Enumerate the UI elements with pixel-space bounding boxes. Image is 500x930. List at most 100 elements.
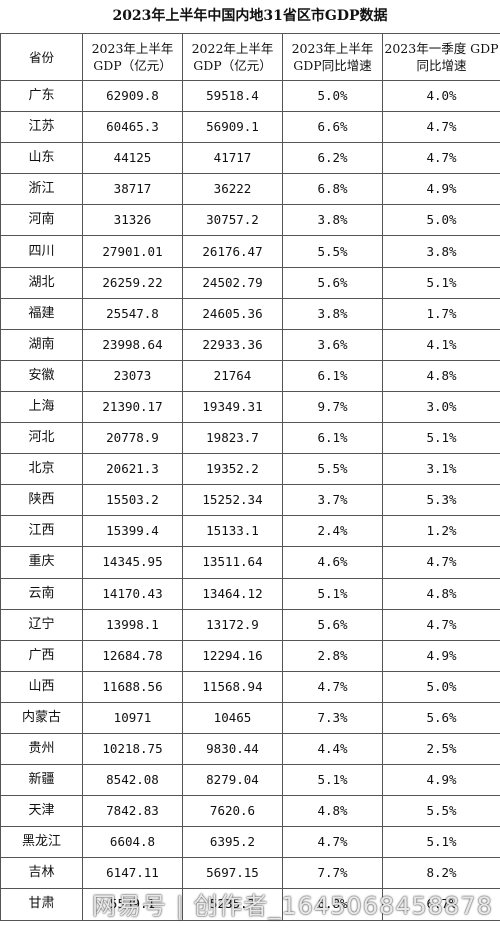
gdp-2023h1-cell: 38717	[82, 173, 183, 206]
gdp-2023h1-cell: 14345.95	[82, 546, 183, 579]
province-cell: 湖北	[0, 266, 83, 299]
growth-2023h1-cell: 4.4%	[282, 732, 383, 766]
province-cell: 天津	[0, 795, 83, 828]
gdp-2023h1-cell: 31326	[82, 204, 183, 237]
gdp-2023h1-cell: 10218.75	[82, 732, 183, 766]
gdp-2022h1-cell: 59518.4	[182, 79, 283, 113]
gdp-2022h1-cell: 15252.34	[182, 484, 283, 517]
growth-2023q1-cell: 4.8%	[382, 359, 500, 392]
gdp-2023h1-cell: 20778.9	[82, 422, 183, 455]
header-province: 省份	[0, 33, 83, 81]
gdp-2023h1-cell: 23073	[82, 359, 183, 392]
province-cell: 黑龙江	[0, 826, 83, 859]
gdp-2022h1-cell: 26176.47	[182, 235, 283, 268]
gdp-2022h1-cell: 6395.2	[182, 826, 283, 859]
gdp-2022h1-cell: 13172.9	[182, 608, 283, 641]
province-cell: 云南	[0, 577, 83, 610]
table-row: 江苏 60465.3 56909.1 6.6% 4.7%	[0, 111, 500, 144]
growth-2023q1-cell: 1.7%	[382, 297, 500, 330]
header-gdp-2022h1: 2022年上半年 GDP（亿元）	[182, 33, 283, 81]
table-row: 黑龙江 6604.8 6395.2 4.7% 5.1%	[0, 826, 500, 859]
province-cell: 福建	[0, 297, 83, 330]
gdp-2022h1-cell: 19352.2	[182, 453, 283, 486]
growth-2023h1-cell: 4.6%	[282, 546, 383, 579]
growth-2023q1-cell: 4.9%	[382, 764, 500, 797]
gdp-2022h1-cell: 24605.36	[182, 297, 283, 330]
gdp-2023h1-cell: 60465.3	[82, 111, 183, 144]
table-row: 吉林 6147.11 5697.15 7.7% 8.2%	[0, 857, 500, 890]
growth-2023h1-cell: 4.8%	[282, 795, 383, 828]
province-cell: 辽宁	[0, 608, 83, 641]
growth-2023h1-cell: 3.7%	[282, 484, 383, 517]
growth-2023q1-cell: 3.8%	[382, 235, 500, 268]
growth-2023q1-cell: 5.1%	[382, 422, 500, 455]
growth-2023q1-cell: 4.1%	[382, 328, 500, 361]
growth-2023h1-cell: 2.4%	[282, 515, 383, 548]
growth-2023q1-cell: 4.7%	[382, 142, 500, 175]
gdp-2022h1-cell: 11568.94	[182, 670, 283, 703]
gdp-2022h1-cell: 36222	[182, 173, 283, 206]
growth-2023q1-cell: 5.0%	[382, 204, 500, 237]
gdp-2023h1-cell: 62909.8	[82, 79, 183, 113]
table-row: 广东 62909.8 59518.4 5.0% 4.0%	[0, 79, 500, 113]
gdp-2023h1-cell: 13998.1	[82, 608, 183, 641]
gdp-2022h1-cell: 5235.3	[182, 888, 283, 921]
table-row: 陕西 15503.2 15252.34 3.7% 5.3%	[0, 484, 500, 517]
gdp-2022h1-cell: 15133.1	[182, 515, 283, 548]
growth-2023q1-cell: 5.0%	[382, 670, 500, 703]
growth-2023q1-cell: 4.9%	[382, 639, 500, 672]
table-row: 贵州 10218.75 9830.44 4.4% 2.5%	[0, 732, 500, 766]
growth-2023q1-cell: 4.8%	[382, 577, 500, 610]
gdp-2022h1-cell: 8279.04	[182, 764, 283, 797]
growth-2023h1-cell: 3.8%	[282, 204, 383, 237]
gdp-2022h1-cell: 5697.15	[182, 857, 283, 890]
province-cell: 山东	[0, 142, 83, 175]
growth-2023q1-cell: 5.3%	[382, 484, 500, 517]
growth-2023h1-cell: 3.6%	[282, 328, 383, 361]
gdp-2022h1-cell: 19349.31	[182, 390, 283, 424]
province-cell: 新疆	[0, 764, 83, 797]
gdp-2023h1-cell: 5539.1	[82, 888, 183, 921]
gdp-2023h1-cell: 10971	[82, 701, 183, 734]
growth-2023q1-cell: 2.5%	[382, 732, 500, 766]
gdp-2022h1-cell: 13464.12	[182, 577, 283, 610]
gdp-2023h1-cell: 7842.83	[82, 795, 183, 828]
growth-2023q1-cell: 5.5%	[382, 795, 500, 828]
province-cell: 河北	[0, 422, 83, 455]
table-row: 甘肃 5539.1 5235.3 6.8% 6.7%	[0, 888, 500, 921]
province-cell: 浙江	[0, 173, 83, 206]
growth-2023q1-cell: 4.7%	[382, 608, 500, 641]
gdp-2022h1-cell: 41717	[182, 142, 283, 175]
table-row: 湖南 23998.64 22933.36 3.6% 4.1%	[0, 328, 500, 361]
table-row: 上海 21390.17 19349.31 9.7% 3.0%	[0, 390, 500, 424]
growth-2023q1-cell: 4.9%	[382, 173, 500, 206]
gdp-2023h1-cell: 44125	[82, 142, 183, 175]
gdp-2023h1-cell: 11688.56	[82, 670, 183, 703]
province-cell: 广西	[0, 639, 83, 672]
growth-2023h1-cell: 6.8%	[282, 173, 383, 206]
gdp-2023h1-cell: 6147.11	[82, 857, 183, 890]
growth-2023h1-cell: 5.5%	[282, 235, 383, 268]
growth-2023h1-cell: 6.1%	[282, 359, 383, 392]
table-row: 天津 7842.83 7620.6 4.8% 5.5%	[0, 795, 500, 828]
gdp-2022h1-cell: 9830.44	[182, 732, 283, 766]
gdp-2023h1-cell: 12684.78	[82, 639, 183, 672]
growth-2023h1-cell: 6.1%	[282, 422, 383, 455]
table-row: 辽宁 13998.1 13172.9 5.6% 4.7%	[0, 608, 500, 641]
table-row: 内蒙古 10971 10465 7.3% 5.6%	[0, 701, 500, 734]
gdp-2023h1-cell: 15399.4	[82, 515, 183, 548]
growth-2023h1-cell: 5.1%	[282, 577, 383, 610]
gdp-2023h1-cell: 8542.08	[82, 764, 183, 797]
growth-2023h1-cell: 5.6%	[282, 266, 383, 299]
table-body: 广东 62909.8 59518.4 5.0% 4.0% 江苏 60465.3 56909.1…	[0, 79, 500, 921]
header-row: 省份 2023年上半年 GDP（亿元） 2022年上半年 GDP（亿元） 202…	[0, 33, 500, 81]
table-row: 河北 20778.9 19823.7 6.1% 5.1%	[0, 422, 500, 455]
header-growth-2023h1: 2023年上半年 GDP同比增速	[282, 33, 383, 81]
growth-2023h1-cell: 6.2%	[282, 142, 383, 175]
gdp-2022h1-cell: 24502.79	[182, 266, 283, 299]
gdp-2022h1-cell: 13511.64	[182, 546, 283, 579]
gdp-2023h1-cell: 6604.8	[82, 826, 183, 859]
growth-2023h1-cell: 7.7%	[282, 857, 383, 890]
table-row: 浙江 38717 36222 6.8% 4.9%	[0, 173, 500, 206]
growth-2023q1-cell: 8.2%	[382, 857, 500, 890]
